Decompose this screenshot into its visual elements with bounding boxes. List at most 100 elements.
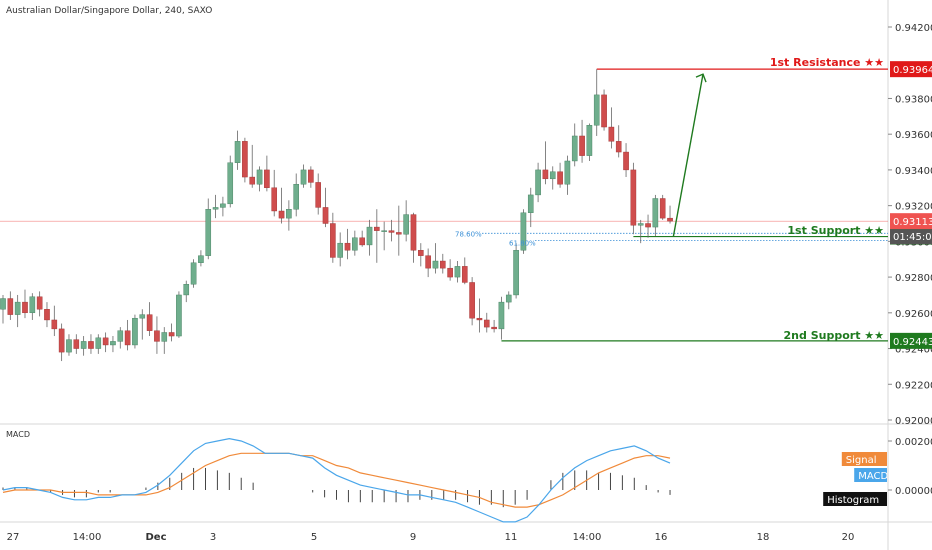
candle-body	[396, 232, 402, 235]
candle-body	[440, 260, 446, 269]
candle-body	[542, 169, 549, 180]
time-tick-label: 18	[757, 532, 770, 543]
candle-body	[168, 332, 175, 337]
candle-body	[7, 298, 14, 315]
time-tick-label: 14:00	[573, 532, 602, 543]
countdown-tag	[890, 229, 932, 245]
candle-body	[498, 301, 505, 330]
candle-body	[88, 341, 94, 349]
candle-body	[593, 94, 600, 126]
projection-arrow	[672, 74, 704, 237]
candle-body	[454, 266, 461, 278]
signal-line	[2, 452, 671, 508]
candle-body	[630, 169, 637, 226]
candle-body	[154, 330, 160, 342]
candle-body	[366, 226, 373, 246]
macd-tick-label: 0.00000	[895, 486, 932, 497]
macd-legend-label: Signal	[846, 455, 877, 466]
candle-body	[608, 126, 615, 142]
candle-body	[388, 230, 395, 233]
fib-786-label: 78.60%	[455, 230, 482, 238]
candle-body	[102, 337, 109, 346]
time-tick-label: 5	[311, 532, 317, 543]
candle-body	[337, 242, 343, 258]
macd-legend-tag	[854, 468, 887, 482]
candle-body	[242, 141, 248, 178]
current-price-label: 0.93113	[893, 217, 932, 228]
support-resistance-lines	[0, 68, 888, 342]
time-tick-label: 20	[842, 532, 855, 543]
candle-body	[659, 198, 666, 219]
candle-body	[161, 332, 168, 342]
candle-body	[212, 207, 219, 210]
candle-body	[146, 314, 153, 331]
candle-body	[579, 135, 585, 156]
time-tick-label: 16	[655, 532, 668, 543]
candle-body	[637, 223, 644, 226]
candle-body	[615, 141, 622, 153]
candle-body	[645, 223, 651, 228]
macd-line	[2, 437, 671, 523]
candle-body	[520, 212, 527, 251]
candle-body	[513, 250, 519, 296]
candlesticks	[0, 69, 673, 362]
candle-body	[352, 237, 358, 251]
candle-body	[461, 266, 468, 283]
macd-panel	[2, 437, 671, 523]
candle-body	[190, 262, 197, 285]
candle-body	[315, 182, 321, 208]
candle-body	[73, 339, 80, 349]
macd-legend-label: Histogram	[827, 495, 879, 506]
candle-body	[80, 341, 87, 349]
candle-body	[227, 162, 234, 205]
candle-body	[22, 301, 28, 314]
candle-body	[571, 135, 578, 162]
candle-body	[432, 260, 439, 269]
candle-body	[535, 169, 541, 196]
candle-body	[586, 125, 593, 156]
candle-body	[623, 151, 629, 171]
level-name: 1st Support ★★	[787, 224, 884, 237]
candle-body	[286, 209, 292, 219]
price-axis: 0.942000.938000.936000.934000.932000.930…	[823, 23, 932, 506]
level-price-label: 0.92443	[893, 337, 932, 348]
macd-title: MACD	[6, 430, 30, 439]
candle-body	[403, 214, 409, 235]
time-tick-label: 11	[505, 532, 518, 543]
candle-body	[381, 230, 387, 232]
candle-body	[264, 169, 270, 188]
candle-body	[300, 169, 307, 185]
level-price-tag	[890, 332, 932, 349]
candle-body	[278, 210, 285, 219]
countdown-label: 01:45:08	[893, 232, 932, 243]
candle-body	[176, 294, 182, 337]
annotations: 78.60% 61.80% 1st Resistance ★★ 1st Support…	[455, 56, 884, 342]
candle-body	[374, 226, 380, 231]
macd-legend-tag	[823, 492, 887, 506]
candle-body	[51, 319, 58, 330]
candle-body	[667, 217, 673, 222]
time-tick-label: 27	[7, 532, 20, 543]
projection-arrowhead	[695, 73, 707, 83]
candle-body	[139, 314, 146, 319]
candle-body	[410, 214, 417, 251]
candle-body	[271, 187, 278, 212]
time-tick-label: Dec	[145, 532, 166, 543]
candle-body	[527, 194, 534, 213]
candle-body	[124, 330, 131, 346]
level-name: 1st Resistance ★★	[770, 56, 884, 69]
candle-body	[183, 284, 190, 296]
candle-body	[95, 337, 102, 349]
candle-body	[308, 169, 314, 183]
macd-legend-tag	[841, 452, 887, 466]
candle-body	[205, 209, 212, 256]
candle-body	[132, 317, 138, 346]
candle-body	[557, 171, 563, 185]
candle-body	[564, 160, 571, 185]
candle-body	[652, 198, 659, 228]
